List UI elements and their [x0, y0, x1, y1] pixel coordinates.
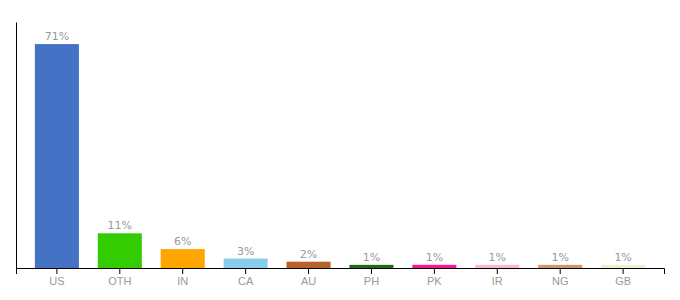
x-axis: US OTH IN CA AU PH PK IR NG GB [17, 268, 665, 287]
x-axis-line [17, 269, 665, 275]
x-tick-label: PK [427, 275, 442, 287]
bar [287, 262, 331, 268]
bar [98, 233, 142, 268]
x-tick: PH [364, 268, 379, 287]
x-tick: US [49, 268, 64, 287]
x-tick-mark [245, 268, 246, 274]
x-tick: AU [301, 268, 316, 287]
x-tick-mark [371, 268, 372, 274]
y-axis-line [16, 23, 17, 269]
data-label: 1% [489, 251, 506, 264]
data-label: 71% [45, 30, 69, 43]
data-label: 11% [108, 219, 132, 232]
bar [412, 265, 456, 268]
x-tick-mark [623, 268, 624, 274]
x-tick: NG [552, 268, 569, 287]
x-tick-mark [560, 268, 561, 274]
bar [161, 249, 205, 268]
x-tick-mark [434, 268, 435, 274]
x-tick-label: GB [615, 275, 631, 287]
chart: US OTH IN CA AU PH PK IR NG GB 71% 11% 6% 3% 2% 1% 1% 1% 1… [0, 0, 680, 300]
bar [601, 265, 645, 268]
x-tick-label: IR [492, 275, 503, 287]
bar [538, 265, 582, 268]
x-tick-label: AU [301, 275, 316, 287]
x-tick-mark [182, 268, 183, 274]
bar [224, 259, 268, 268]
x-tick: IR [492, 268, 503, 287]
x-tick: GB [615, 268, 631, 287]
data-label: 1% [426, 251, 443, 264]
x-tick-label: IN [177, 275, 188, 287]
data-label: 3% [237, 245, 254, 258]
bar [349, 265, 393, 268]
x-tick-mark [119, 268, 120, 274]
x-tick-label: PH [364, 275, 379, 287]
data-label: 1% [551, 251, 568, 264]
bars [35, 44, 645, 268]
data-label: 1% [614, 251, 631, 264]
data-label: 2% [300, 248, 317, 261]
data-label: 1% [363, 251, 380, 264]
plot: US OTH IN CA AU PH PK IR NG GB 71% 11% 6% 3% 2% 1% 1% 1% 1… [17, 23, 665, 287]
data-label: 6% [174, 235, 191, 248]
x-tick: IN [177, 268, 188, 287]
x-tick-label: US [49, 275, 64, 287]
x-tick-mark [56, 268, 57, 274]
bar [35, 44, 79, 268]
x-tick-label: CA [238, 275, 254, 287]
x-tick-mark [308, 268, 309, 274]
x-tick: CA [238, 268, 254, 287]
bar [475, 265, 519, 268]
data-labels: 71% 11% 6% 3% 2% 1% 1% 1% 1% 1% [45, 30, 632, 264]
x-tick-mark [497, 268, 498, 274]
x-tick-label: OTH [108, 275, 131, 287]
x-tick: PK [427, 268, 442, 287]
x-tick-label: NG [552, 275, 569, 287]
y-axis [16, 23, 17, 269]
x-tick: OTH [108, 268, 131, 287]
